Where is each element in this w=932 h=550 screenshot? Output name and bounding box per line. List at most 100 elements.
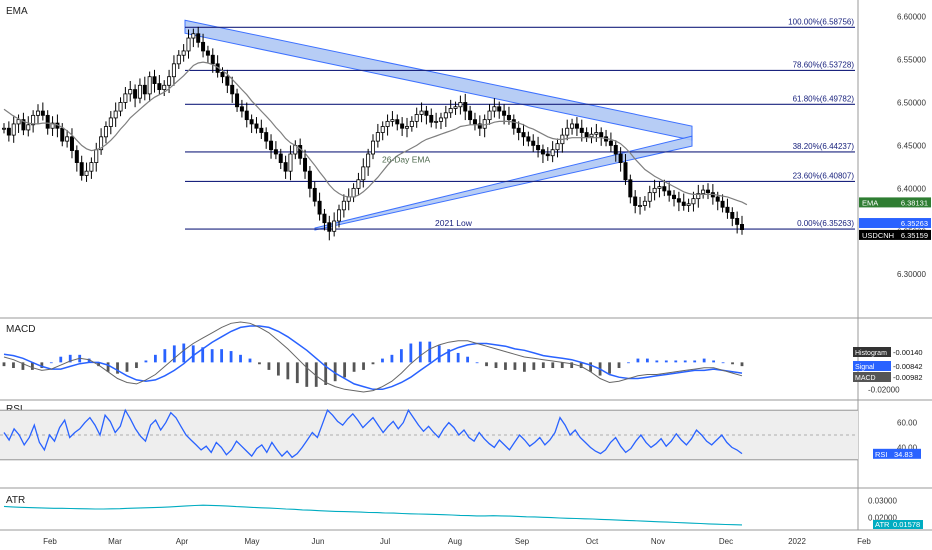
candle-body: [171, 63, 176, 78]
candle-body: [511, 119, 516, 129]
candle-body: [278, 153, 283, 163]
candle-body: [706, 189, 711, 194]
price-pane[interactable]: EMA6.300006.350006.400006.450006.500006.…: [2, 6, 931, 279]
candle-body: [79, 162, 84, 176]
macd-histogram-bar: [182, 343, 186, 363]
macd-histogram-bar: [21, 362, 25, 370]
candle-body: [540, 149, 545, 155]
candle-body: [555, 143, 560, 151]
candle-body: [642, 200, 647, 206]
candle-body: [21, 119, 26, 131]
x-tick-label: Dec: [719, 537, 733, 546]
macd-histogram-bar: [636, 358, 640, 363]
macd-histogram-bar: [371, 362, 375, 365]
price-tag-name: EMA: [862, 198, 878, 207]
candle-body: [137, 84, 142, 99]
fib-level-label: 61.80%(6.49782): [793, 94, 855, 103]
candle-body: [269, 140, 274, 151]
macd-histogram-bar: [437, 345, 441, 363]
candle-body: [715, 196, 720, 202]
candle-body: [492, 106, 497, 112]
macd-histogram-bar: [541, 362, 545, 369]
macd-histogram-bar: [466, 356, 470, 363]
macd-histogram-bar: [617, 362, 621, 369]
candle-body: [167, 76, 172, 86]
candle-body: [288, 153, 293, 172]
candle-body: [351, 187, 356, 198]
atr-legend-value: 0.01578: [893, 520, 920, 529]
candle-body: [337, 209, 342, 222]
macd-histogram-bar: [305, 362, 309, 387]
candle-body: [31, 114, 36, 126]
rsi-legend-name: RSI: [875, 450, 888, 459]
macd-histogram-bar: [352, 362, 356, 372]
macd-histogram-bar: [390, 354, 394, 363]
candle-body: [259, 127, 264, 133]
macd-histogram-bar: [229, 351, 233, 363]
candle-body: [16, 119, 21, 125]
x-tick-label: Aug: [448, 537, 462, 546]
macd-histogram-bar: [674, 360, 678, 363]
candle-body: [550, 149, 555, 157]
candle-body: [2, 127, 7, 130]
candle-body: [725, 206, 730, 213]
macd-histogram-bar: [220, 349, 224, 363]
macd-histogram-bar: [135, 362, 138, 369]
candle-body: [244, 110, 249, 121]
price-tag-name: USDCNH: [862, 231, 894, 240]
candle-body: [196, 33, 201, 43]
pane-label-atr: ATR: [6, 495, 25, 506]
candle-body: [443, 112, 448, 119]
x-tick-label: Oct: [586, 537, 599, 546]
y-tick-label: 6.40000: [897, 184, 926, 193]
macd-histogram-bar: [485, 362, 488, 367]
candle-body: [400, 123, 405, 129]
pane-label-rsi: RSI: [6, 404, 23, 415]
candle-body: [429, 114, 434, 123]
macd-histogram-bar: [333, 362, 337, 382]
candle-body: [599, 132, 604, 138]
macd-pane[interactable]: MACD -0.02000 Histogram -0.00140 Signal -0.00…: [2, 321, 923, 394]
candle-body: [264, 132, 269, 142]
candle-body: [458, 102, 463, 108]
candle-body: [361, 166, 366, 181]
atr-value-tag: [891, 520, 923, 529]
candle-body: [133, 89, 138, 99]
candle-body: [395, 119, 400, 125]
candle-body: [108, 117, 113, 127]
candle-body: [608, 140, 613, 146]
macd-histogram-bar: [560, 362, 564, 369]
candle-body: [701, 189, 706, 194]
macd-histogram-bar: [740, 362, 744, 367]
candle-body: [147, 76, 152, 95]
macd-histogram-bar: [504, 362, 507, 370]
candle-body: [380, 126, 385, 133]
macd-histogram-bar: [153, 354, 157, 363]
candle-body: [497, 106, 502, 112]
rsi-pane[interactable]: RSI 60.00 40.00 RSI 34.83: [0, 404, 921, 461]
candle-body: [589, 133, 594, 138]
candle-body: [230, 84, 235, 95]
macd-histogram-bar: [456, 352, 460, 363]
macd-legend-name: MACD: [855, 375, 876, 382]
candle-body: [662, 186, 667, 192]
macd-legend-swatch: [853, 372, 891, 382]
y-tick-label: 6.50000: [897, 98, 926, 107]
candle-body: [618, 153, 623, 163]
x-tick-label: 2022: [788, 537, 806, 546]
price-tag-value: 6.38131: [901, 198, 928, 207]
candle-body: [356, 179, 361, 189]
macd-signal-line: [3, 325, 743, 391]
candle-body: [409, 120, 414, 127]
macd-histogram-bar: [59, 356, 63, 363]
price-tag-bg: [859, 229, 931, 240]
candle-body: [142, 84, 147, 95]
rsi-legend-value: 34.83: [894, 450, 913, 459]
candle-body: [735, 218, 740, 225]
y-tick-label: -0.02000: [868, 385, 900, 394]
candle-body: [672, 194, 677, 200]
candle-body: [341, 200, 346, 211]
candle-body: [516, 127, 521, 133]
